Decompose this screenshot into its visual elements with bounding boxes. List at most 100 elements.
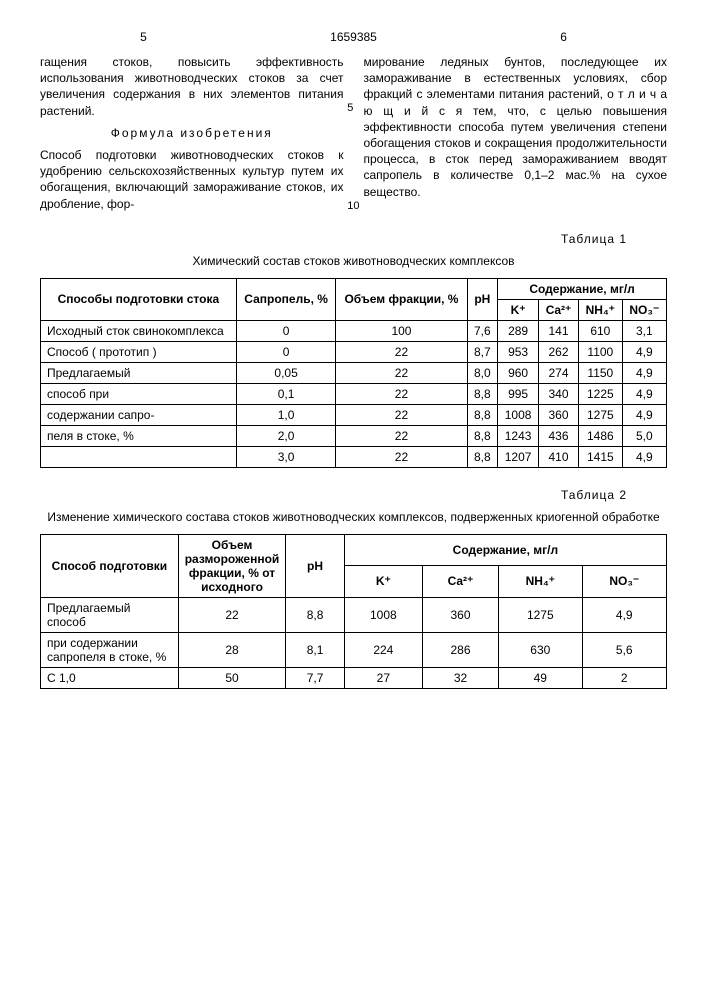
t1-h-ph: pH (467, 278, 498, 320)
cell-volume: 50 (178, 667, 286, 688)
cell-nh4: 1225 (578, 383, 622, 404)
cell-sapropel: 1,0 (236, 404, 336, 425)
t2-h-no3: NO₃⁻ (582, 566, 666, 598)
t1-h-method: Способы подготовки стока (41, 278, 237, 320)
body-text: гащения стоков, повысить эффективность и… (40, 54, 667, 212)
cell-method: Исходный сток свинокомплекса (41, 320, 237, 341)
t1-h-content: Содержание, мг/л (498, 278, 667, 299)
right-column: мирование ледяных бунтов, последующее их… (364, 54, 668, 212)
table1-label: Таблица 1 (40, 232, 627, 246)
para-left-1: гащения стоков, повысить эффективность и… (40, 54, 344, 119)
cell-k: 995 (498, 383, 539, 404)
t2-h-volume: Объем размороженной фракции, % от исходн… (178, 534, 286, 597)
t1-h-volume: Объем фракции, % (336, 278, 467, 320)
page-num-right: 6 (460, 30, 667, 44)
cell-method: пеля в стоке, % (41, 425, 237, 446)
cell-nh4: 1415 (578, 446, 622, 467)
t1-h-nh4: NH₄⁺ (578, 299, 622, 320)
cell-no3: 2 (582, 667, 666, 688)
table1-title: Химический состав стоков животноводчески… (40, 254, 667, 268)
cell-ph: 8,0 (467, 362, 498, 383)
formula-title: Формула изобретения (40, 125, 344, 141)
left-column: гащения стоков, повысить эффективность и… (40, 54, 344, 212)
page-num-left: 5 (40, 30, 247, 44)
page-header: 5 1659385 6 (40, 30, 667, 44)
cell-volume: 22 (336, 425, 467, 446)
cell-volume: 28 (178, 632, 286, 667)
cell-k: 960 (498, 362, 539, 383)
cell-sapropel: 0 (236, 341, 336, 362)
table-row: 3,0228,8120741014154,9 (41, 446, 667, 467)
cell-k: 289 (498, 320, 539, 341)
table-row: Предлагаемый способ228,8100836012754,9 (41, 597, 667, 632)
cell-no3: 4,9 (622, 341, 666, 362)
t2-h-ca: Ca²⁺ (422, 566, 498, 598)
table-row: содержании сапро-1,0228,8100836012754,9 (41, 404, 667, 425)
cell-volume: 22 (336, 446, 467, 467)
cell-no3: 4,9 (582, 597, 666, 632)
table-row: Способ ( прототип )0228,795326211004,9 (41, 341, 667, 362)
cell-sapropel: 0,1 (236, 383, 336, 404)
cell-volume: 22 (336, 383, 467, 404)
cell-nh4: 1275 (578, 404, 622, 425)
cell-k: 1008 (344, 597, 422, 632)
cell-no3: 5,0 (622, 425, 666, 446)
cell-ph: 8,7 (467, 341, 498, 362)
cell-ca: 436 (539, 425, 579, 446)
cell-k: 953 (498, 341, 539, 362)
cell-sapropel: 0 (236, 320, 336, 341)
cell-ph: 8,1 (286, 632, 344, 667)
cell-volume: 100 (336, 320, 467, 341)
t1-h-sapropel: Сапропель, % (236, 278, 336, 320)
t2-h-ph: pH (286, 534, 344, 597)
cell-method (41, 446, 237, 467)
cell-k: 224 (344, 632, 422, 667)
cell-no3: 4,9 (622, 446, 666, 467)
line-number-5: 5 (347, 102, 353, 114)
cell-nh4: 49 (499, 667, 582, 688)
cell-sapropel: 3,0 (236, 446, 336, 467)
cell-method: Предлагаемый способ (41, 597, 179, 632)
cell-ph: 8,8 (467, 425, 498, 446)
t1-h-k: K⁺ (498, 299, 539, 320)
cell-ca: 360 (539, 404, 579, 425)
table-row: пеля в стоке, %2,0228,8124343614865,0 (41, 425, 667, 446)
cell-nh4: 1150 (578, 362, 622, 383)
cell-method: способ при (41, 383, 237, 404)
t1-h-no3: NO₃⁻ (622, 299, 666, 320)
cell-ca: 360 (422, 597, 498, 632)
table1: Способы подготовки стока Сапропель, % Об… (40, 278, 667, 468)
table-row: при содержаниисапропеля в стоке, %288,12… (41, 632, 667, 667)
cell-k: 1008 (498, 404, 539, 425)
cell-nh4: 610 (578, 320, 622, 341)
cell-method: С 1,0 (41, 667, 179, 688)
table2: Способ подготовки Объем размороженной фр… (40, 534, 667, 689)
cell-ph: 7,7 (286, 667, 344, 688)
cell-sapropel: 0,05 (236, 362, 336, 383)
cell-k: 1243 (498, 425, 539, 446)
para-right-1: мирование ледяных бунтов, последующее их… (364, 54, 668, 200)
cell-volume: 22 (336, 404, 467, 425)
cell-ca: 410 (539, 446, 579, 467)
cell-volume: 22 (336, 341, 467, 362)
cell-ca: 274 (539, 362, 579, 383)
table-row: С 1,0507,72732492 (41, 667, 667, 688)
doc-number: 1659385 (250, 30, 457, 44)
cell-no3: 4,9 (622, 362, 666, 383)
cell-no3: 4,9 (622, 383, 666, 404)
cell-no3: 4,9 (622, 404, 666, 425)
cell-ph: 8,8 (467, 446, 498, 467)
table-row: Исходный сток свинокомплекса01007,628914… (41, 320, 667, 341)
cell-ca: 262 (539, 341, 579, 362)
cell-no3: 3,1 (622, 320, 666, 341)
cell-ca: 32 (422, 667, 498, 688)
cell-ph: 8,8 (467, 383, 498, 404)
cell-ph: 8,8 (467, 404, 498, 425)
table-row: Предлагаемый0,05228,096027411504,9 (41, 362, 667, 383)
t2-h-nh4: NH₄⁺ (499, 566, 582, 598)
t2-h-k: K⁺ (344, 566, 422, 598)
para-left-2: Способ подготовки животноводческих стоко… (40, 147, 344, 212)
cell-sapropel: 2,0 (236, 425, 336, 446)
cell-k: 1207 (498, 446, 539, 467)
cell-method: при содержаниисапропеля в стоке, % (41, 632, 179, 667)
